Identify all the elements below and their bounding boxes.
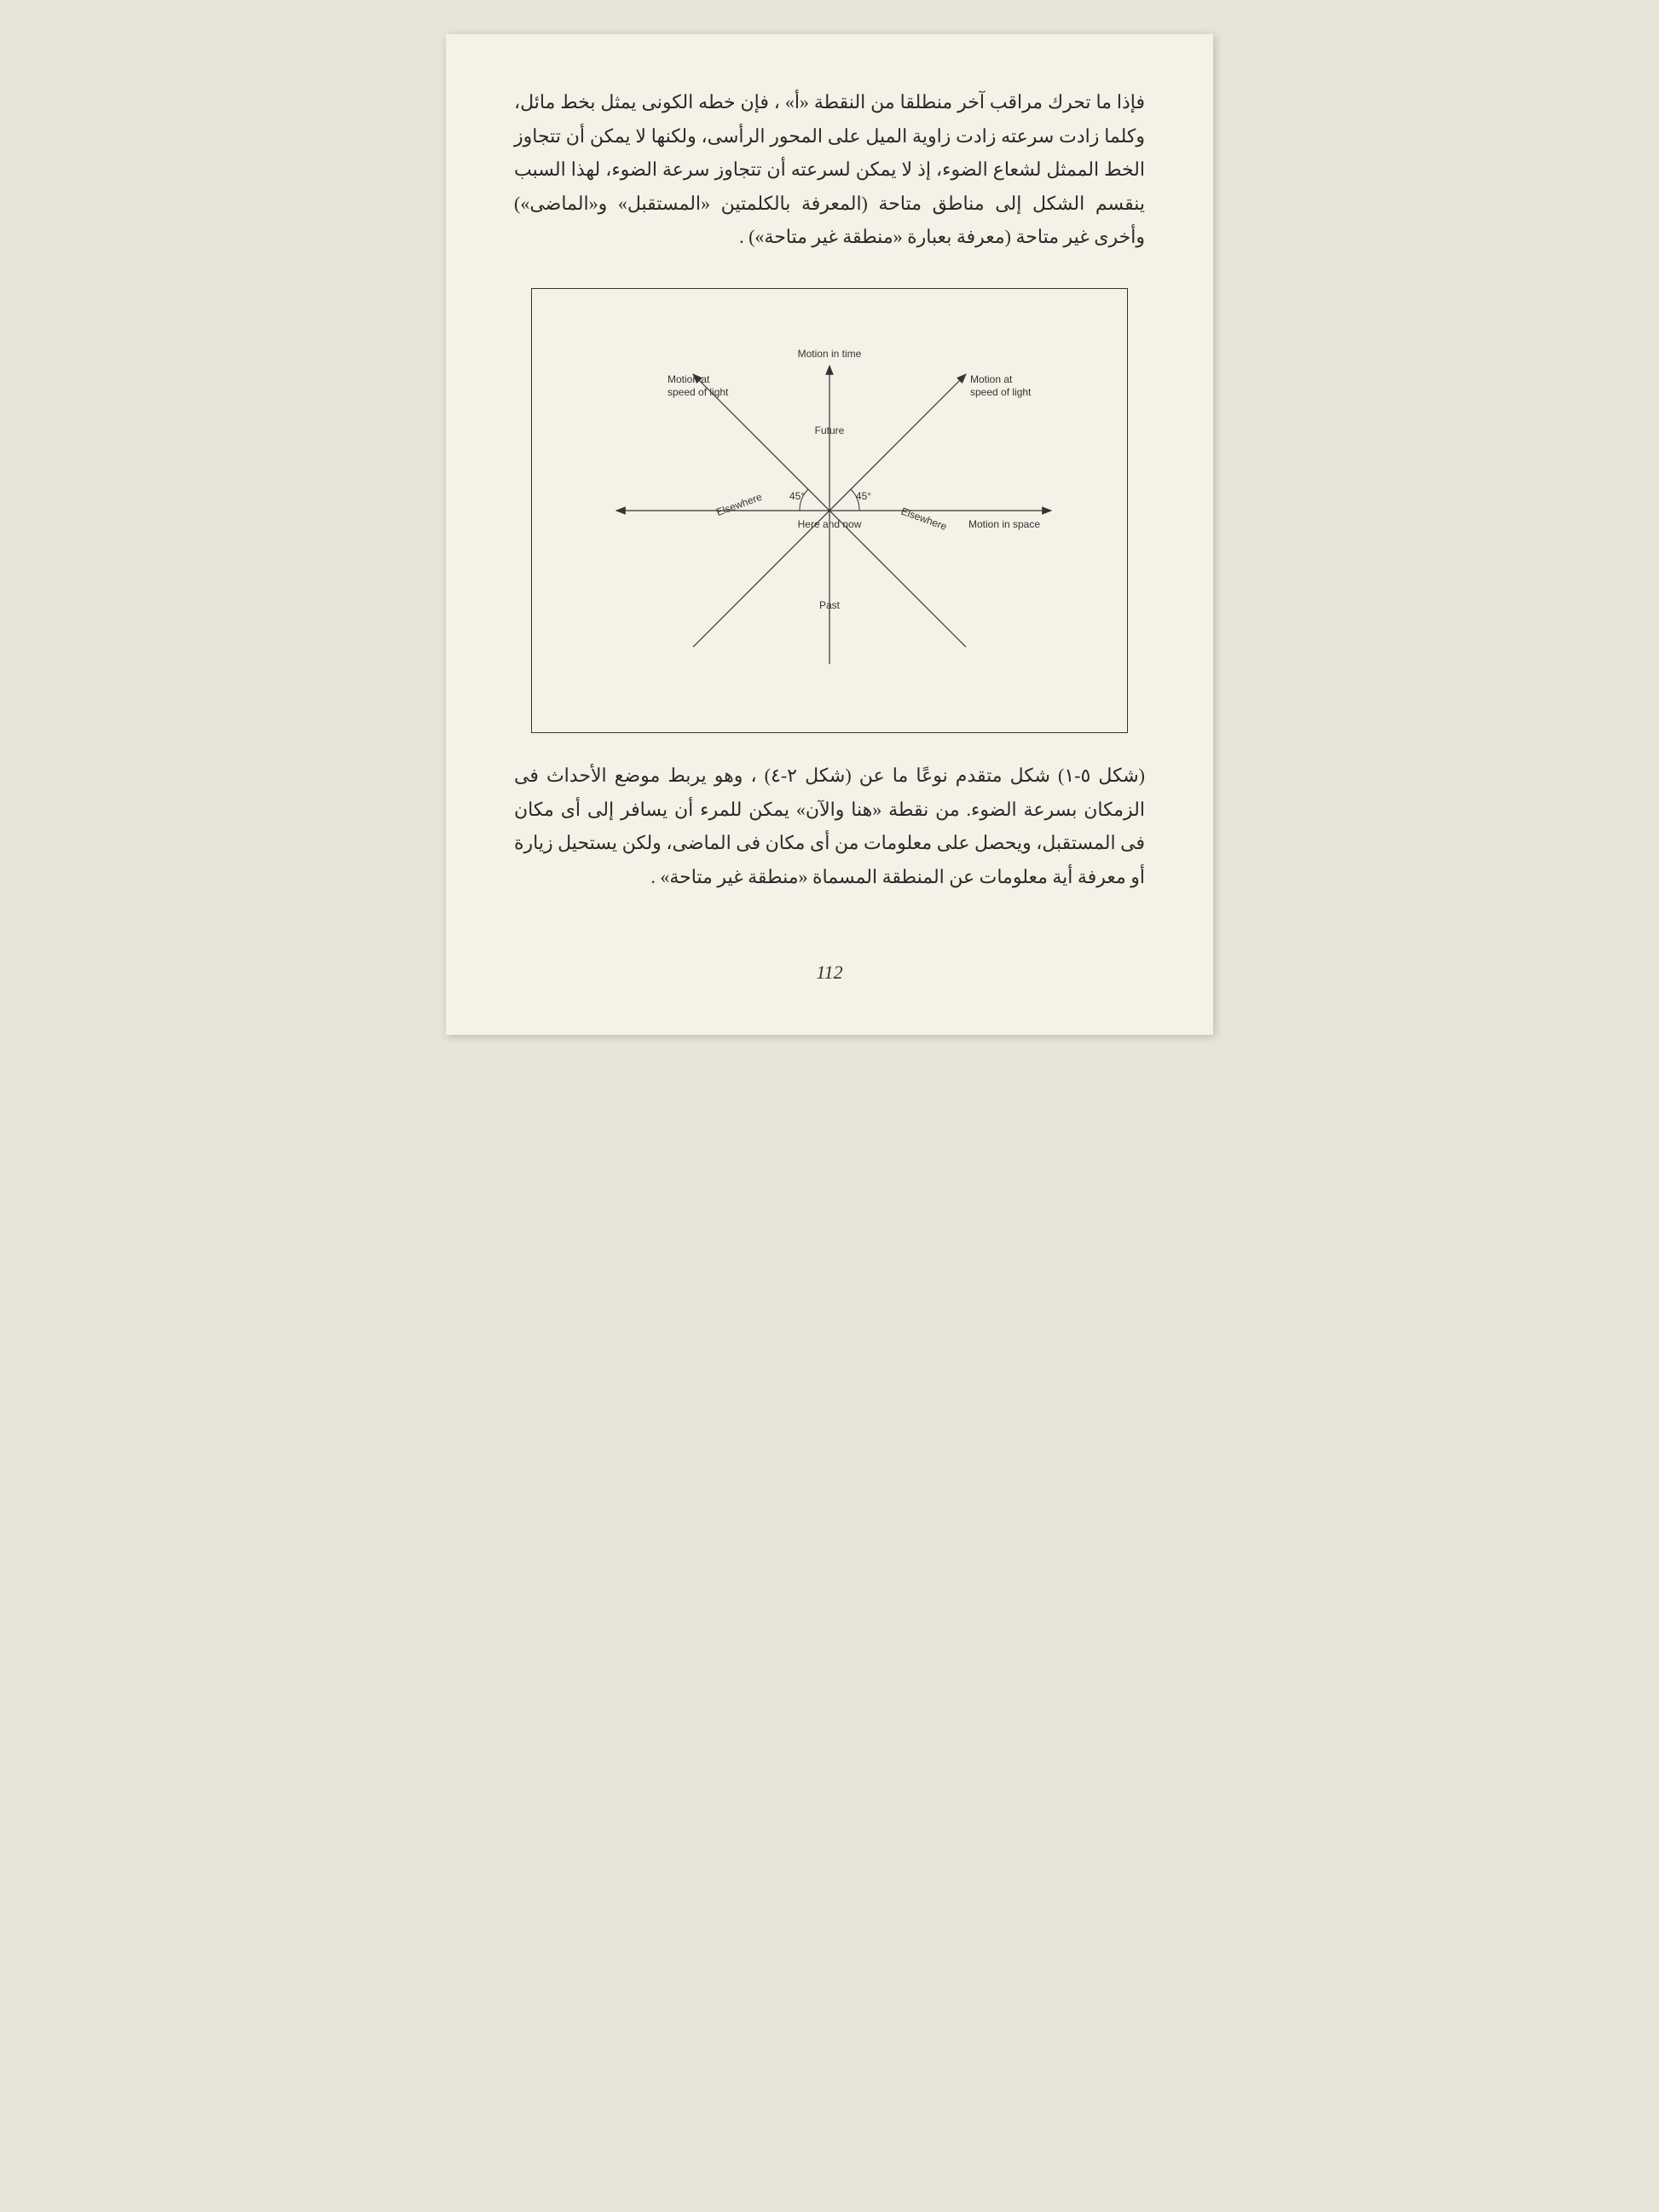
label-motion-in-space: Motion in space <box>968 518 1040 530</box>
label-angle-left: 45° <box>789 490 805 502</box>
spacetime-diagram: Motion in time Motion at speed of light … <box>574 323 1085 698</box>
label-light-right-2: speed of light <box>970 386 1032 398</box>
label-motion-in-time: Motion in time <box>798 348 862 360</box>
label-elsewhere-right: Elsewhere <box>899 505 949 532</box>
book-page: فإذا ما تحرك مراقب آخر منطلقا من النقطة … <box>446 34 1213 1035</box>
diagram-svg: Motion in time Motion at speed of light … <box>574 323 1085 698</box>
page-number: 112 <box>514 962 1145 984</box>
label-angle-right: 45° <box>856 490 871 502</box>
label-future: Future <box>815 424 845 436</box>
label-here-now: Here and now <box>798 518 862 530</box>
label-light-left-1: Motion at <box>668 373 710 385</box>
label-light-right-1: Motion at <box>970 373 1013 385</box>
label-light-left-2: speed of light <box>668 386 729 398</box>
label-past: Past <box>819 599 841 611</box>
bottom-paragraph: (شكل ٥-١) شكل متقدم نوعًا ما عن (شكل ٢-٤… <box>514 759 1145 893</box>
diagram-frame: Motion in time Motion at speed of light … <box>531 288 1128 733</box>
top-paragraph: فإذا ما تحرك مراقب آخر منطلقا من النقطة … <box>514 85 1145 254</box>
label-elsewhere-left: Elsewhere <box>714 491 764 518</box>
